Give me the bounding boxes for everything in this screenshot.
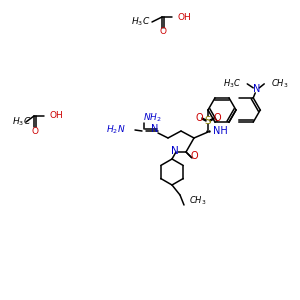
Text: O: O [213, 113, 221, 123]
Text: OH: OH [178, 13, 192, 22]
Text: $H_3C$: $H_3C$ [12, 116, 31, 128]
Text: OH: OH [50, 112, 64, 121]
Text: $CH_3$: $CH_3$ [189, 195, 206, 207]
Text: O: O [160, 28, 167, 37]
Text: $H_3C$: $H_3C$ [223, 78, 241, 90]
Text: O: O [195, 113, 203, 123]
Text: $NH_2$: $NH_2$ [143, 112, 162, 124]
Text: O: O [190, 151, 198, 161]
Text: $CH_3$: $CH_3$ [271, 78, 289, 90]
Text: O: O [32, 127, 38, 136]
Text: N: N [171, 146, 179, 156]
Text: $H_3C$: $H_3C$ [131, 16, 150, 28]
Text: S: S [205, 116, 211, 126]
Text: N: N [151, 124, 159, 134]
Text: N: N [253, 84, 260, 94]
Text: NH: NH [213, 126, 228, 136]
Text: $H_2N$: $H_2N$ [106, 124, 126, 136]
